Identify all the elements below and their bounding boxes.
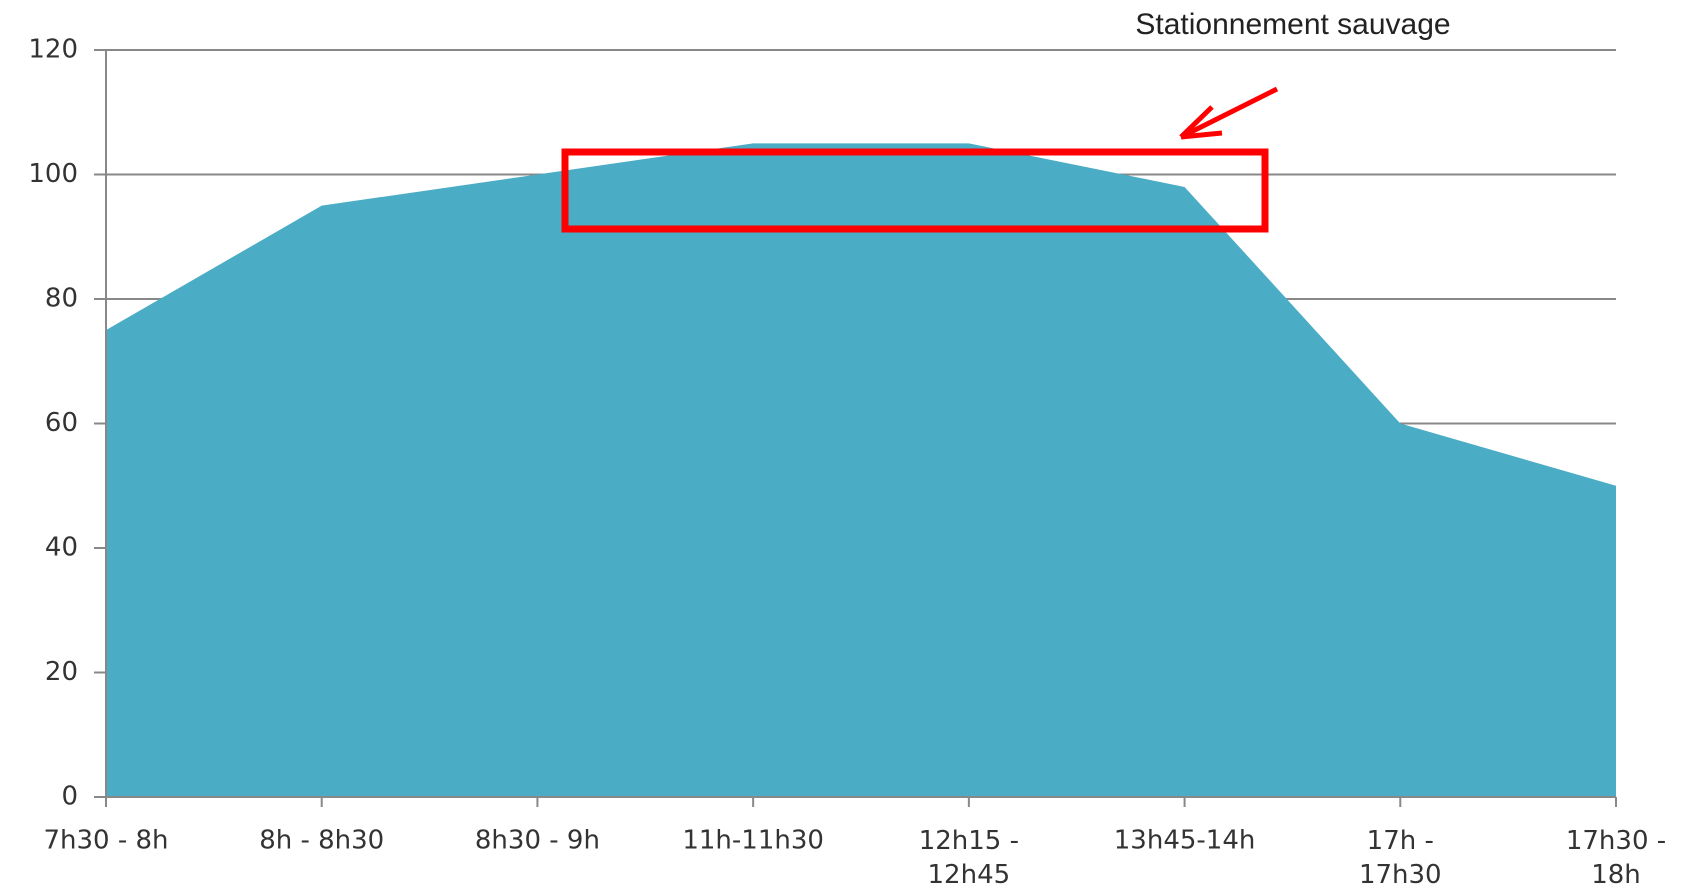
x-tick-label: 12h15 -12h45	[919, 826, 1019, 890]
x-tick-label: 17h -17h30	[1359, 826, 1442, 890]
y-tick-label: 40	[45, 533, 78, 563]
y-tick-label: 80	[45, 284, 78, 314]
y-tick-label: 120	[28, 35, 78, 65]
x-tick-label: 7h30 - 8h	[43, 826, 168, 856]
annotation: Stationnement sauvage	[1135, 8, 1450, 41]
y-tick-label: 0	[61, 782, 78, 812]
x-tick-label: 13h45-14h	[1114, 826, 1256, 856]
x-tick-label: 11h-11h30	[682, 826, 824, 856]
arrow-shaft	[1183, 86, 1279, 138]
arrow-head	[1179, 105, 1223, 140]
y-tick-label: 60	[45, 408, 78, 438]
x-tick-label: 8h - 8h30	[259, 826, 384, 856]
x-tick-label: 8h30 - 9h	[475, 826, 600, 856]
highlight-box	[561, 148, 1269, 233]
area	[106, 143, 1616, 797]
y-tick-label: 100	[28, 159, 78, 189]
y-tick-label: 20	[45, 657, 78, 687]
x-tick-label: 17h30 -18h	[1566, 826, 1666, 890]
